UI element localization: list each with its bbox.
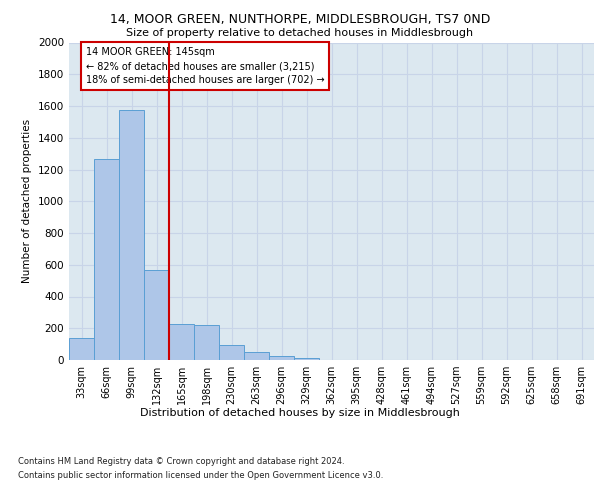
Bar <box>194 325 219 360</box>
Text: Contains HM Land Registry data © Crown copyright and database right 2024.: Contains HM Land Registry data © Crown c… <box>18 458 344 466</box>
Text: 14, MOOR GREEN, NUNTHORPE, MIDDLESBROUGH, TS7 0ND: 14, MOOR GREEN, NUNTHORPE, MIDDLESBROUGH… <box>110 12 490 26</box>
Text: 14 MOOR GREEN: 145sqm
← 82% of detached houses are smaller (3,215)
18% of semi-d: 14 MOOR GREEN: 145sqm ← 82% of detached … <box>86 48 325 86</box>
Text: Contains public sector information licensed under the Open Government Licence v3: Contains public sector information licen… <box>18 471 383 480</box>
Bar <box>94 159 119 360</box>
Text: Distribution of detached houses by size in Middlesbrough: Distribution of detached houses by size … <box>140 408 460 418</box>
Bar <box>244 352 269 360</box>
Bar <box>169 324 194 360</box>
Bar <box>69 338 94 360</box>
Text: Size of property relative to detached houses in Middlesbrough: Size of property relative to detached ho… <box>127 28 473 38</box>
Bar <box>294 358 319 360</box>
Bar <box>144 270 169 360</box>
Bar <box>119 110 144 360</box>
Bar <box>269 356 294 360</box>
Bar <box>219 345 244 360</box>
Y-axis label: Number of detached properties: Number of detached properties <box>22 119 32 284</box>
